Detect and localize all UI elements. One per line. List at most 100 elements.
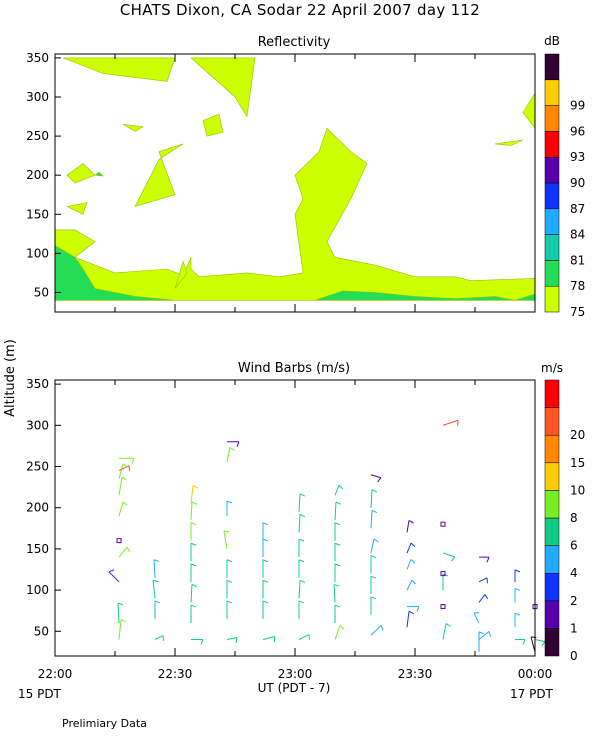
reflectivity-y-tick-label: 150 [26, 207, 49, 221]
reflectivity-contours [54, 57, 536, 301]
wind-barb [190, 485, 194, 504]
reflectivity-colorbar: 75 78 81 84 87 90 93 96 99 [544, 53, 585, 319]
wind-barb-flag [235, 637, 238, 643]
wind-barb [190, 502, 193, 521]
wind-barb-flag [408, 519, 414, 524]
wind-barb-flag [226, 559, 233, 563]
wind-barb-flag [262, 600, 269, 604]
wind-barb-flag [541, 641, 546, 647]
x-tick-label: 23:00 [278, 667, 313, 681]
wind-barb [226, 447, 231, 463]
wind-barb [370, 510, 373, 529]
colorbar-swatch [544, 285, 560, 313]
reflectivity-contour-75 [66, 163, 96, 184]
colorbar-label: 96 [570, 124, 585, 138]
wind-barb-flag [338, 484, 344, 490]
wind-axes: 50 100 150 200 250 300 350 22:00 22:30 23:00 23:30… [26, 377, 552, 681]
wind-barb-flag [200, 639, 204, 645]
y-axis-label: Altitude (m) [3, 339, 18, 417]
x-tick-label: 22:30 [158, 667, 193, 681]
colorbar-label: 10 [570, 483, 585, 497]
wind-barb-flag [226, 500, 233, 504]
wind-barb-flag [445, 623, 451, 627]
colorbar-swatch [544, 407, 560, 436]
wind-y-tick-label: 200 [26, 501, 49, 515]
wind-barb [442, 623, 447, 640]
colorbar-swatch [544, 79, 560, 106]
wind-barb-flag [299, 513, 306, 518]
wind-barb [334, 625, 341, 640]
colorbar-label: 15 [570, 456, 585, 470]
wind-barb [442, 419, 459, 426]
wind-y-tick-label: 100 [26, 583, 49, 597]
wind-barb-flag [339, 625, 345, 630]
wind-barb-flag [273, 636, 276, 642]
wind-barb-flag [154, 600, 161, 604]
reflectivity-y-tick-label: 250 [26, 129, 49, 143]
colorbar-label: 1 [570, 621, 578, 635]
reflectivity-contour-75 [66, 202, 88, 215]
colorbar-swatch [544, 379, 560, 408]
wind-barb [153, 559, 156, 578]
colorbar-swatch [544, 572, 560, 602]
wind-colorbar-unit: m/s [541, 361, 563, 375]
wind-barb [118, 619, 122, 640]
wind-calm-marker [440, 571, 446, 577]
wind-calm-marker [116, 538, 122, 544]
wind-barb-flag [370, 575, 377, 579]
figure-title: CHATS Dixon, CA Sodar 22 April 2007 day … [120, 1, 480, 19]
x-tick-label: 23:30 [398, 667, 433, 681]
wind-barb-flag [236, 441, 240, 447]
wind-barb [298, 634, 310, 640]
wind-barbs [108, 419, 546, 653]
wind-barb-flag [108, 569, 115, 573]
wind-barb-flag [410, 542, 416, 548]
colorbar-label: 87 [570, 202, 585, 216]
wind-barb-flag [191, 501, 198, 505]
reflectivity-y-tick-label: 100 [26, 246, 49, 260]
colorbar-swatch [544, 545, 560, 574]
reflectivity-contour-78 [94, 171, 104, 177]
wind-barb-flag [120, 619, 127, 623]
wind-barb [298, 493, 301, 512]
colorbar-label: 90 [570, 176, 585, 190]
wind-barb-flag [122, 501, 128, 506]
wind-barb-flag [486, 556, 490, 563]
reflectivity-contour-75 [122, 124, 144, 132]
wind-barb-flag [117, 602, 124, 606]
colorbar-label: 2 [570, 594, 578, 608]
wind-barb-flag [334, 542, 341, 546]
wind-barb-flag [226, 579, 233, 583]
wind-barb-flag [191, 583, 198, 588]
colorbar-swatch [544, 490, 560, 519]
colorbar-swatch [544, 434, 560, 464]
wind-barb [298, 580, 301, 599]
x-tick-label: 00:00 [518, 667, 553, 681]
wind-barb-flag [190, 522, 197, 526]
colorbar-swatch [544, 517, 560, 546]
wind-barb-flag [262, 579, 269, 583]
wind-barb-flag [126, 546, 131, 553]
wind-barb-flag [371, 509, 378, 514]
wind-barb-flag [373, 538, 379, 543]
wind-barb [226, 637, 238, 641]
wind-barb [406, 579, 413, 591]
wind-barb-flag [299, 579, 306, 584]
reflectivity-contour-75 [494, 139, 524, 146]
wind-y-tick-label: 300 [26, 418, 49, 432]
wind-barb [298, 514, 301, 533]
wind-barb-flag [370, 555, 377, 559]
wind-barb [442, 552, 456, 558]
wind-calm-marker [440, 604, 446, 610]
wind-barb-flag [190, 542, 197, 546]
wind-barb-flag [416, 606, 420, 612]
reflectivity-contour-78 [54, 244, 176, 301]
wind-barb [334, 502, 337, 521]
reflectivity-y-tick-label: 350 [26, 51, 49, 65]
wind-barb-flag [370, 596, 377, 600]
wind-y-tick-label: 350 [26, 377, 49, 391]
reflectivity-contour-75 [134, 143, 184, 207]
wind-barb [370, 625, 382, 636]
wind-barb-flag [334, 604, 341, 608]
